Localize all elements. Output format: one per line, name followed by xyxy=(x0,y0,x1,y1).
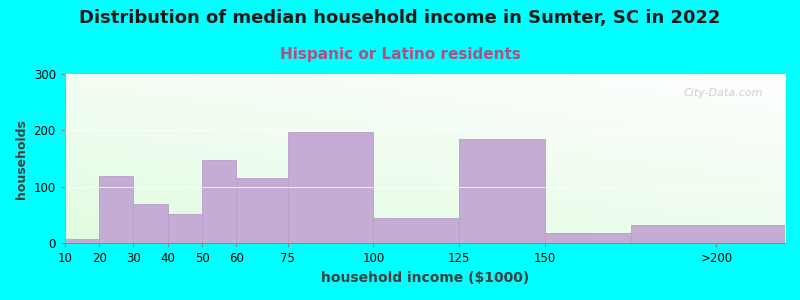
Bar xyxy=(134,204,168,243)
Bar xyxy=(288,132,374,243)
Bar xyxy=(374,218,459,243)
Text: Hispanic or Latino residents: Hispanic or Latino residents xyxy=(279,46,521,62)
Bar xyxy=(236,178,288,243)
Text: City-Data.com: City-Data.com xyxy=(684,88,763,98)
Bar xyxy=(99,176,134,243)
Text: Distribution of median household income in Sumter, SC in 2022: Distribution of median household income … xyxy=(79,9,721,27)
Bar xyxy=(168,214,202,243)
X-axis label: household income ($1000): household income ($1000) xyxy=(321,271,529,285)
Bar xyxy=(202,160,236,243)
Bar xyxy=(545,233,630,243)
Bar xyxy=(65,239,99,243)
Bar xyxy=(459,139,545,243)
Bar xyxy=(630,225,785,243)
Y-axis label: households: households xyxy=(15,119,28,199)
